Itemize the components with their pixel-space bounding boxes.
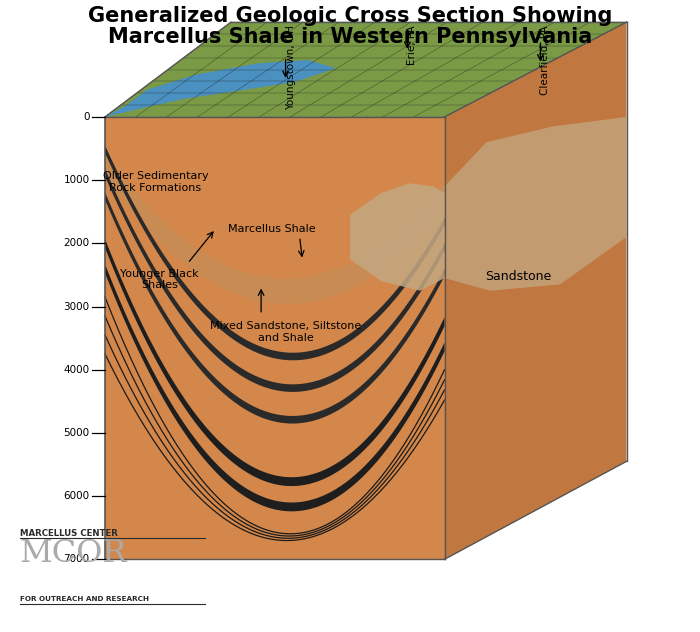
Polygon shape — [105, 22, 626, 117]
Text: FOR OUTREACH AND RESEARCH: FOR OUTREACH AND RESEARCH — [20, 597, 148, 602]
Text: Sandstone: Sandstone — [485, 270, 551, 283]
Polygon shape — [444, 22, 626, 559]
Polygon shape — [105, 239, 444, 486]
Polygon shape — [105, 60, 336, 117]
Polygon shape — [350, 183, 444, 291]
Text: 7000: 7000 — [64, 554, 90, 564]
Text: 0: 0 — [83, 112, 90, 122]
Text: Marcellus Shale: Marcellus Shale — [228, 224, 316, 234]
Text: 3000: 3000 — [64, 301, 90, 312]
Text: 1000: 1000 — [64, 175, 90, 185]
Polygon shape — [105, 117, 444, 559]
Text: Older Sedimentary
Rock Formations: Older Sedimentary Rock Formations — [103, 171, 208, 193]
Text: 2000: 2000 — [64, 238, 90, 248]
Polygon shape — [105, 192, 444, 423]
Polygon shape — [105, 169, 444, 392]
Text: Mixed Sandstone, Siltstone
and Shale: Mixed Sandstone, Siltstone and Shale — [210, 321, 361, 343]
Text: MCOR: MCOR — [20, 538, 127, 569]
Text: Younger Black
Shales: Younger Black Shales — [120, 269, 199, 290]
Text: Youngstown, OH: Youngstown, OH — [286, 25, 295, 110]
Text: Generalized Geologic Cross Section Showing: Generalized Geologic Cross Section Showi… — [88, 6, 612, 27]
Text: 5000: 5000 — [64, 428, 90, 438]
Text: Marcellus Shale in Western Pennsylvania: Marcellus Shale in Western Pennsylvania — [108, 27, 592, 47]
Text: Clearfield, PA: Clearfield, PA — [540, 25, 550, 95]
Polygon shape — [105, 264, 444, 511]
Polygon shape — [444, 117, 626, 291]
Text: MARCELLUS CENTER: MARCELLUS CENTER — [20, 530, 118, 538]
Text: Erie, PA: Erie, PA — [407, 25, 417, 65]
Text: 4000: 4000 — [64, 365, 90, 375]
Text: 6000: 6000 — [64, 491, 90, 501]
Polygon shape — [105, 145, 444, 360]
Polygon shape — [105, 155, 444, 304]
